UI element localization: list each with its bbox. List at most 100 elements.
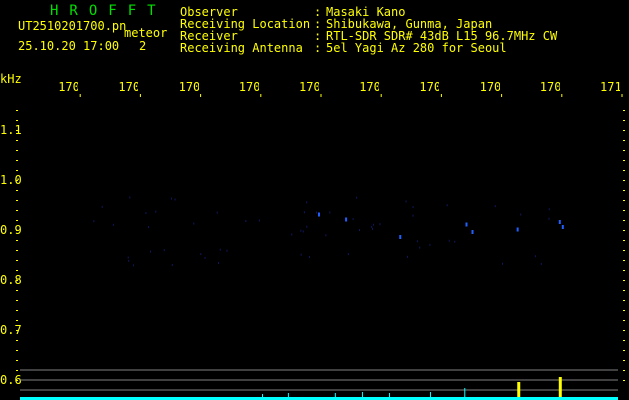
y-minor-tick bbox=[623, 310, 625, 311]
y-minor-tick bbox=[16, 380, 18, 381]
noise-dot bbox=[416, 240, 418, 243]
noise-dot bbox=[112, 223, 114, 226]
x-tick-label: 1705 bbox=[299, 80, 319, 94]
y-tick-label: 1.0 bbox=[0, 173, 22, 187]
y-minor-tick bbox=[623, 290, 625, 291]
meteor-echo bbox=[345, 217, 348, 222]
noise-dot bbox=[258, 219, 260, 222]
y-minor-tick bbox=[16, 110, 18, 111]
noise-dot bbox=[358, 229, 360, 232]
y-minor-tick bbox=[16, 170, 18, 171]
x-tick bbox=[200, 94, 202, 97]
mode-label: meteor bbox=[124, 26, 168, 40]
noise-dot bbox=[226, 249, 228, 252]
noise-dot bbox=[93, 220, 95, 223]
noise-dot bbox=[448, 239, 450, 242]
info-label-receiver: Receiver bbox=[180, 29, 238, 43]
noise-dot bbox=[291, 233, 293, 236]
y-minor-tick bbox=[623, 170, 625, 171]
noise-dot bbox=[315, 211, 317, 214]
y-minor-tick bbox=[16, 310, 18, 311]
noise-dot bbox=[309, 256, 311, 259]
y-minor-tick bbox=[623, 270, 625, 271]
y-minor-tick bbox=[623, 220, 625, 221]
noise-dot bbox=[412, 206, 414, 209]
signal-spike bbox=[517, 382, 521, 397]
y-minor-tick bbox=[623, 250, 625, 251]
noise-dot bbox=[454, 240, 456, 243]
meteor-echo bbox=[516, 227, 519, 232]
signal-spike bbox=[361, 392, 363, 397]
noise-dot bbox=[371, 227, 373, 230]
signal-spike bbox=[334, 393, 336, 397]
noise-dot bbox=[150, 250, 152, 253]
y-minor-tick bbox=[623, 210, 625, 211]
y-minor-tick bbox=[623, 300, 625, 301]
y-minor-tick bbox=[16, 160, 18, 161]
y-minor-tick bbox=[16, 200, 18, 201]
noise-dot bbox=[429, 243, 431, 246]
y-tick-label: 0.6 bbox=[0, 373, 22, 387]
noise-dot bbox=[132, 264, 134, 267]
y-minor-tick bbox=[623, 230, 625, 231]
x-tick-label: 1703 bbox=[178, 80, 199, 94]
noise-dot bbox=[128, 259, 130, 262]
noise-dot bbox=[329, 211, 331, 214]
y-minor-tick bbox=[16, 150, 18, 151]
noise-dot bbox=[494, 205, 496, 208]
info-colon: : bbox=[314, 29, 322, 43]
meteor-echo bbox=[399, 235, 402, 239]
x-tick bbox=[79, 94, 81, 97]
x-tick bbox=[621, 94, 623, 97]
noise-dot bbox=[204, 256, 206, 259]
signal-spike bbox=[464, 388, 466, 397]
x-tick-label: 1702 bbox=[118, 80, 139, 94]
meteor-echo bbox=[465, 222, 468, 227]
info-colon: : bbox=[314, 5, 322, 19]
y-minor-tick bbox=[623, 190, 625, 191]
noise-dot bbox=[306, 201, 308, 204]
info-colon: : bbox=[314, 17, 322, 31]
noise-dot bbox=[101, 205, 103, 208]
x-tick-label: 1710 bbox=[600, 80, 620, 94]
y-minor-tick bbox=[16, 180, 18, 181]
noise-dot bbox=[412, 214, 414, 217]
y-minor-tick bbox=[16, 260, 18, 261]
y-minor-tick bbox=[623, 140, 625, 141]
meteor-echo bbox=[317, 212, 320, 217]
y-minor-tick bbox=[16, 230, 18, 231]
x-tick bbox=[380, 94, 382, 97]
info-value-location: Shibukawa, Gunma, Japan bbox=[326, 17, 493, 31]
y-minor-tick bbox=[16, 130, 18, 131]
y-tick-label: 0.8 bbox=[0, 273, 22, 287]
y-minor-tick bbox=[623, 340, 625, 341]
count: 2 bbox=[139, 39, 147, 53]
noise-dot bbox=[129, 196, 131, 199]
y-minor-tick bbox=[16, 370, 18, 371]
signal-spike bbox=[558, 377, 562, 397]
x-tick-label: 1708 bbox=[479, 80, 500, 94]
y-minor-tick bbox=[623, 180, 625, 181]
noise-dot bbox=[218, 261, 220, 264]
noise-dot bbox=[548, 217, 550, 220]
y-minor-tick bbox=[623, 370, 625, 371]
y-minor-tick bbox=[16, 330, 18, 331]
noise-dot bbox=[303, 211, 305, 214]
signal-spike bbox=[429, 392, 431, 397]
noise-dot bbox=[379, 223, 381, 226]
y-minor-tick bbox=[16, 300, 18, 301]
x-unit-label: kHz bbox=[0, 72, 22, 86]
y-minor-tick bbox=[16, 140, 18, 141]
y-minor-tick bbox=[16, 250, 18, 251]
y-minor-tick bbox=[623, 110, 625, 111]
signal-spike bbox=[287, 393, 289, 397]
x-tick bbox=[440, 94, 442, 97]
info-value-observer: Masaki Kano bbox=[326, 5, 406, 19]
noise-dot bbox=[145, 212, 147, 215]
noise-dot bbox=[245, 220, 247, 223]
y-minor-tick bbox=[16, 290, 18, 291]
y-tick-label: 0.7 bbox=[0, 323, 22, 337]
signal-spike bbox=[389, 393, 391, 397]
noise-dot bbox=[306, 225, 308, 228]
meteor-echo bbox=[471, 230, 474, 234]
